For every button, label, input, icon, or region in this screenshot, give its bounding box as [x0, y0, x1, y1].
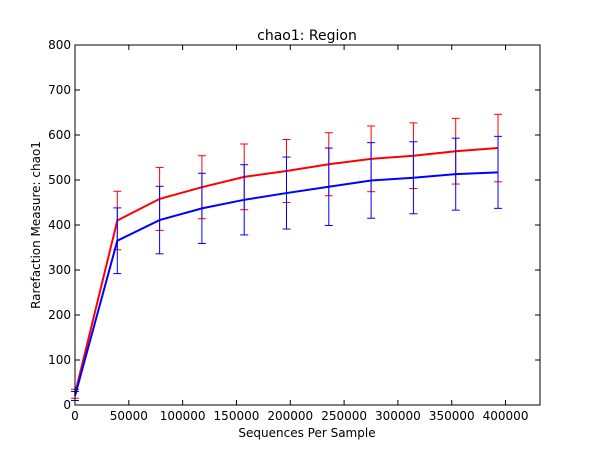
- x-tick: 300000: [375, 45, 421, 423]
- y-tick: 300: [48, 263, 540, 277]
- x-tick-label: 400000: [483, 409, 529, 423]
- y-tick-label: 300: [48, 263, 71, 277]
- x-tick-label: 300000: [375, 409, 421, 423]
- y-tick: 200: [48, 308, 540, 322]
- chart-title: chao1: Region: [257, 28, 357, 44]
- x-tick: 50000: [110, 45, 148, 423]
- x-tick: 250000: [321, 45, 367, 423]
- x-tick-label: 250000: [321, 409, 367, 423]
- y-tick-label: 0: [63, 398, 71, 412]
- y-tick: 800: [48, 38, 540, 52]
- x-tick-label: 150000: [214, 409, 260, 423]
- x-tick-label: 200000: [267, 409, 313, 423]
- x-tick: 350000: [429, 45, 475, 423]
- x-tick: 100000: [160, 45, 206, 423]
- x-tick: 400000: [483, 45, 529, 423]
- y-tick-label: 600: [48, 128, 71, 142]
- x-tick-label: 100000: [160, 409, 206, 423]
- series-line: [74, 171, 499, 397]
- y-tick-label: 200: [48, 308, 71, 322]
- x-tick: 150000: [214, 45, 260, 423]
- y-tick: 400: [48, 218, 540, 232]
- x-tick-label: 350000: [429, 409, 475, 423]
- plot-frame: [74, 44, 541, 406]
- x-tick-label: 0: [71, 409, 79, 423]
- y-tick: 500: [48, 173, 540, 187]
- y-tick-label: 500: [48, 173, 71, 187]
- y-tick: 100: [48, 353, 540, 367]
- y-tick-label: 700: [48, 83, 71, 97]
- x-tick: 0: [71, 45, 79, 423]
- y-tick: 700: [48, 83, 540, 97]
- y-tick: 600: [48, 128, 540, 142]
- y-axis-label: Rarefaction Measure: chao1: [29, 141, 43, 309]
- x-tick: 200000: [267, 45, 313, 423]
- y-tick: 0: [63, 398, 540, 412]
- series-1: [71, 135, 503, 401]
- x-axis-label: Sequences Per Sample: [238, 426, 375, 440]
- y-tick-label: 800: [48, 38, 71, 52]
- y-tick-label: 400: [48, 218, 71, 232]
- y-tick-label: 100: [48, 353, 71, 367]
- x-tick-label: 50000: [110, 409, 148, 423]
